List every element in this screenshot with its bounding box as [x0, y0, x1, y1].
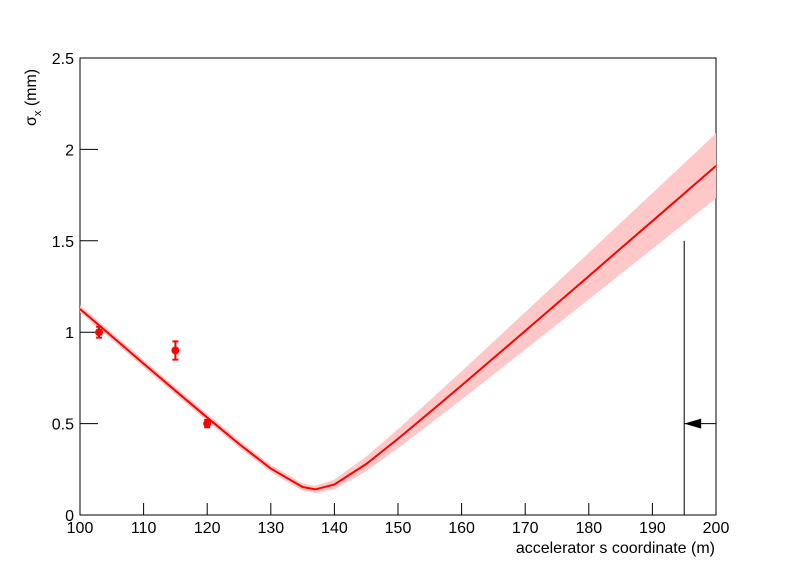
y-tick-label: 0	[65, 508, 74, 525]
x-tick-label: 150	[385, 520, 412, 537]
y-tick-label: 1.5	[52, 234, 74, 251]
y-tick-label: 2.5	[52, 51, 74, 68]
fit-line	[79, 165, 717, 491]
x-tick-label: 170	[512, 520, 539, 537]
x-tick-label: 160	[448, 520, 475, 537]
y-tick-label: 1	[65, 325, 74, 342]
y-label-symbol: σ	[23, 116, 40, 126]
x-tick-label: 180	[575, 520, 602, 537]
arrow-head	[684, 418, 702, 429]
y-label-sub: x	[32, 110, 44, 116]
y-label-unit: (mm)	[23, 69, 40, 111]
data-point	[203, 419, 212, 428]
x-tick-label: 140	[321, 520, 348, 537]
y-axis-label: σx (mm)	[23, 69, 44, 126]
y-tick-label: 2	[65, 142, 74, 159]
data-point	[95, 328, 104, 337]
x-tick-label: 110	[131, 520, 157, 537]
y-tick-label: 0.5	[52, 417, 74, 434]
x-tick-label: 200	[703, 520, 730, 537]
x-tick-label: 190	[639, 520, 666, 537]
x-tick-label: 100	[67, 520, 94, 537]
x-tick-label: 130	[257, 520, 284, 537]
x-axis-label: accelerator s coordinate (m)	[516, 540, 715, 557]
x-tick-label: 120	[194, 520, 221, 537]
data-point	[171, 346, 180, 355]
